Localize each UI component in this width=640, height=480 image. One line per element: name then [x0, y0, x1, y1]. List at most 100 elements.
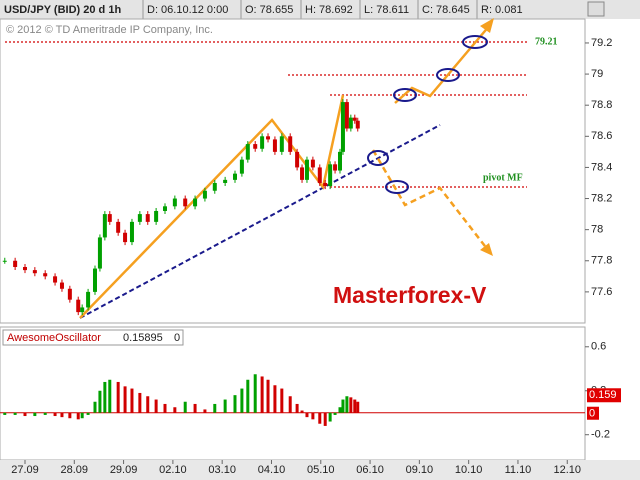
x-tick-label: 29.09 — [110, 464, 138, 476]
oscillator-bar — [203, 409, 207, 413]
oscillator-bar — [3, 412, 7, 415]
candle — [137, 214, 142, 222]
candle — [92, 268, 97, 292]
oscillator-bar — [86, 412, 90, 415]
candle — [337, 151, 342, 171]
candle — [245, 144, 250, 160]
header-cells — [142, 0, 478, 19]
x-tick-label: 06.10 — [356, 464, 384, 476]
candle — [154, 210, 159, 222]
oscillator-bar — [154, 399, 158, 413]
oscillator-bar — [280, 388, 284, 413]
oscillator-bar — [80, 412, 84, 419]
candle — [266, 136, 271, 140]
candle — [317, 167, 322, 183]
oscillator-extra: 0 — [174, 332, 180, 344]
oscillator-bar — [266, 379, 270, 413]
oscillator-header — [2, 329, 184, 346]
oscillator-bar — [288, 396, 292, 413]
x-tick-label: 02.10 — [159, 464, 187, 476]
close: C: 78.645 — [422, 4, 470, 16]
candle — [22, 266, 27, 271]
copyright: © 2012 © TD Ameritrade IP Company, Inc. — [6, 24, 213, 36]
x-tick-label: 28.09 — [61, 464, 89, 476]
candle — [162, 206, 167, 211]
oscillator-bar — [345, 396, 349, 413]
oscillator-bar — [43, 412, 47, 415]
oscillator-name: AwesomeOscillator — [7, 332, 101, 344]
candle — [253, 144, 258, 149]
candle — [355, 120, 360, 129]
oscillator-bar — [173, 407, 177, 413]
oscillator-bar — [341, 399, 345, 413]
oscillator-bar — [240, 388, 244, 413]
candle — [279, 136, 284, 152]
oscillator-bar — [60, 412, 64, 418]
oscillator-bar — [333, 412, 337, 415]
y-tick-label: -0.2 — [591, 429, 610, 441]
oscillator-bar — [356, 401, 360, 413]
oscillator-bar — [353, 399, 357, 413]
oscillator-bar — [130, 388, 134, 413]
candle — [172, 198, 177, 207]
candle — [260, 136, 265, 149]
brand: Masterforex-V — [333, 282, 487, 308]
zero-label: 0 — [589, 408, 595, 420]
high: H: 78.692 — [305, 4, 353, 16]
candle — [183, 198, 188, 207]
oscillator-bar — [273, 385, 277, 413]
candle — [102, 214, 107, 238]
candle — [288, 136, 293, 152]
oscillator-bar — [163, 403, 167, 413]
candle — [116, 221, 121, 233]
candle — [2, 260, 7, 262]
oscillator-bar — [328, 412, 332, 422]
candle — [352, 117, 357, 121]
oscillator-bar — [93, 401, 97, 413]
y-tick-label: 78.2 — [591, 192, 612, 204]
price-panel — [0, 18, 586, 324]
last-value-label: 0.159 — [589, 389, 617, 401]
candle — [239, 159, 244, 174]
candle — [328, 164, 333, 187]
candle — [145, 214, 150, 222]
y-tick-label: 79 — [591, 68, 603, 80]
oscillator-bar — [213, 403, 217, 413]
candle — [107, 214, 112, 222]
candle — [295, 151, 300, 168]
y-tick-label: 78 — [591, 224, 603, 236]
y-tick-label: 78.6 — [591, 130, 612, 142]
candle — [193, 198, 198, 207]
candle — [333, 164, 338, 171]
candle — [304, 159, 309, 180]
open: O: 78.655 — [245, 4, 293, 16]
candle — [232, 173, 237, 180]
oscillator-bar — [23, 412, 27, 417]
y-tick-label: 77.6 — [591, 286, 612, 298]
oscillator-bar — [33, 412, 37, 417]
candle — [32, 270, 37, 274]
oscillator-bar — [253, 374, 257, 413]
candle — [212, 182, 217, 191]
candle — [340, 102, 345, 152]
candle — [300, 167, 305, 180]
oscillator-bar — [123, 386, 127, 413]
oscillator-bar — [13, 412, 17, 415]
oscillator-bar — [108, 379, 112, 413]
oscillator-bar — [223, 399, 227, 413]
x-tick-label: 09.10 — [406, 464, 434, 476]
candle — [348, 117, 353, 129]
x-tick-label: 11.10 — [505, 464, 532, 476]
settings-button[interactable] — [587, 1, 605, 17]
oscillator-value: 0.15895 — [123, 332, 163, 344]
y-tick-label: 79.2 — [591, 37, 612, 49]
low: L: 78.611 — [364, 4, 409, 16]
oscillator-bar — [338, 407, 342, 413]
candle — [97, 237, 102, 269]
x-tick-label: 05.10 — [307, 464, 335, 476]
oscillator-bar — [53, 412, 57, 417]
candle — [86, 291, 91, 308]
oscillator-bar — [98, 390, 102, 413]
y-tick-label: 0.6 — [591, 341, 606, 353]
